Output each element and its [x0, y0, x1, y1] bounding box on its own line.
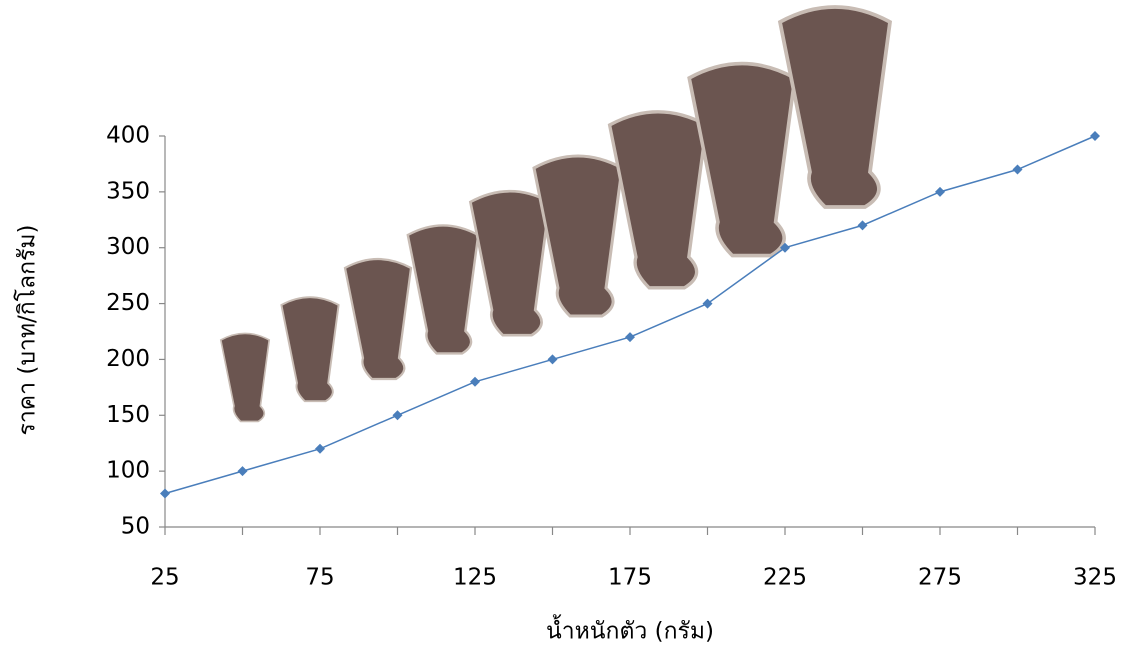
marker	[547, 354, 558, 365]
y-axis-title: ราคา (บาท/กิโลกรัม)	[14, 224, 41, 435]
lobster	[777, 5, 893, 209]
x-tick-label: 325	[1073, 565, 1117, 591]
x-tick-label: 225	[763, 565, 807, 591]
x-axis-title: น้ำหนักตัว (กรัม)	[546, 615, 714, 645]
x-tick-label: 275	[918, 565, 962, 591]
marker	[237, 466, 248, 477]
y-tick-label: 100	[106, 458, 150, 484]
marker	[780, 242, 790, 253]
lobster	[687, 61, 797, 258]
y-tick-label: 50	[121, 514, 150, 540]
x-tick-label: 75	[305, 565, 334, 591]
lobster-illustration	[219, 5, 893, 423]
x-tick-label: 175	[608, 565, 652, 591]
lobster	[607, 110, 709, 290]
marker	[160, 488, 170, 499]
marker	[857, 220, 868, 231]
y-tick-label: 300	[106, 234, 150, 260]
x-tick-label: 125	[453, 565, 497, 591]
lobster	[219, 332, 271, 423]
lobster	[280, 296, 340, 403]
marker	[625, 332, 635, 343]
x-tick-label: 25	[150, 565, 179, 591]
lobster	[406, 224, 480, 355]
marker	[392, 410, 403, 421]
y-tick-label: 150	[106, 402, 150, 428]
y-tick-label: 350	[106, 178, 150, 204]
lobster	[532, 154, 624, 318]
y-tick-label: 250	[106, 290, 150, 316]
lobster	[343, 257, 413, 381]
marker	[702, 298, 713, 309]
marker	[470, 376, 480, 387]
marker	[935, 186, 945, 197]
y-tick-label: 200	[106, 346, 150, 372]
lobster	[468, 189, 552, 337]
marker	[1090, 131, 1100, 141]
y-tick-label: 400	[106, 123, 150, 149]
marker	[315, 443, 325, 454]
marker	[1012, 164, 1023, 175]
